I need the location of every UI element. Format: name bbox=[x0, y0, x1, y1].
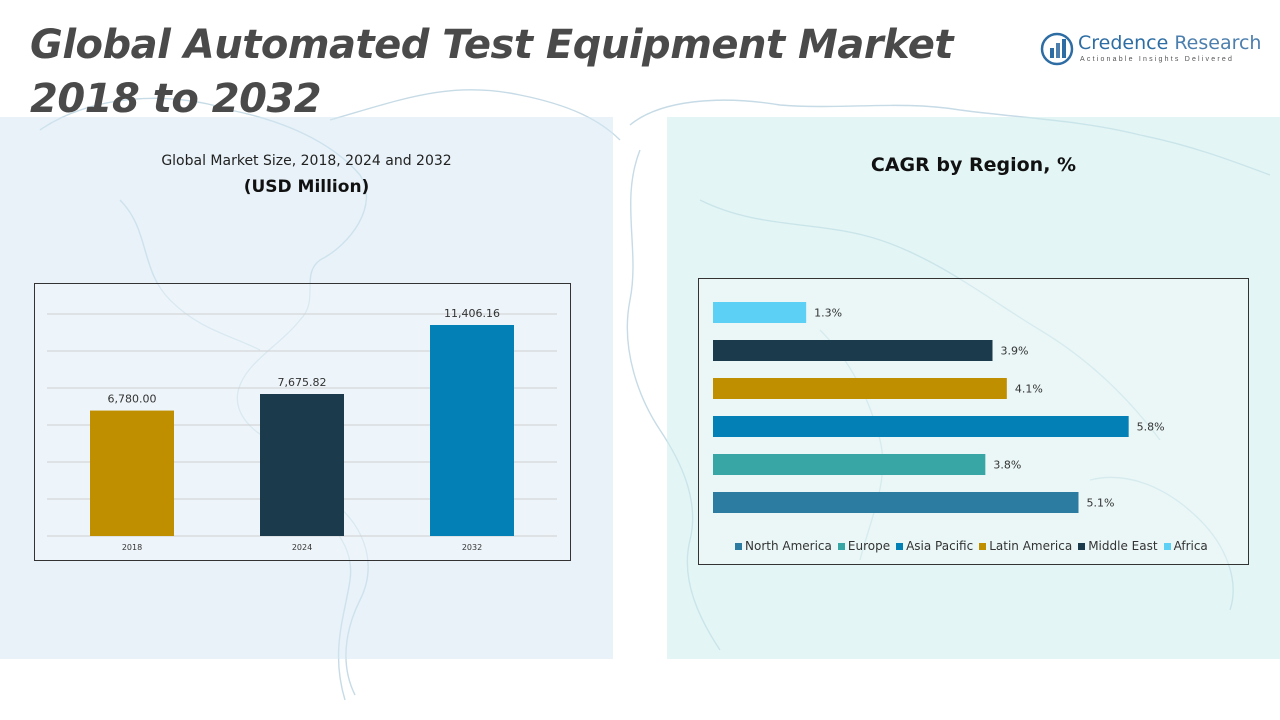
data-label-europe: 3.8% bbox=[993, 459, 1021, 472]
legend-label: Asia Pacific bbox=[906, 539, 974, 553]
legend-swatch bbox=[837, 542, 845, 550]
legend-label: Latin America bbox=[989, 539, 1073, 553]
data-label-2018: 6,780.00 bbox=[108, 393, 157, 406]
data-label-2024: 7,675.82 bbox=[278, 376, 327, 389]
brand-tagline: Actionable Insights Delivered bbox=[1080, 56, 1235, 63]
data-label-latin-america: 4.1% bbox=[1015, 383, 1043, 396]
legend-swatch bbox=[1078, 542, 1086, 550]
market-size-chart-frame: 6,780.00 2018 7,675.82 2024 11,406.16 2032 bbox=[34, 283, 571, 561]
data-label-2032: 11,406.16 bbox=[444, 307, 500, 320]
bar-latin-america bbox=[713, 378, 1007, 399]
x-tick-label: 2024 bbox=[292, 543, 312, 552]
cagr-horizontal-bar-chart: 1.3% 3.9% 4.1% 5.8% 3.8% 5.1% bbox=[713, 302, 1165, 513]
bar-2024 bbox=[260, 393, 344, 536]
legend-item-north-america: North America bbox=[735, 539, 832, 553]
bar-chart-logo-icon bbox=[1040, 32, 1074, 66]
x-tick-label: 2018 bbox=[122, 543, 142, 552]
legend-swatch bbox=[735, 542, 742, 550]
legend-label: North America bbox=[745, 539, 832, 553]
data-label-north-america: 5.1% bbox=[1087, 497, 1115, 510]
x-tick-label: 2032 bbox=[462, 543, 482, 552]
legend-item-europe: Europe bbox=[837, 539, 891, 553]
brand-name-part1: Credence bbox=[1078, 32, 1169, 54]
legend-item-asia-pacific: Asia Pacific bbox=[896, 539, 973, 553]
brand-name-part2: Research bbox=[1168, 32, 1262, 54]
bar-2018 bbox=[90, 410, 174, 536]
legend-swatch bbox=[896, 542, 904, 550]
market-size-bar-chart: 6,780.00 2018 7,675.82 2024 11,406.16 2032 bbox=[47, 307, 557, 552]
data-label-africa: 1.3% bbox=[814, 307, 842, 320]
legend-item-africa: Africa bbox=[1163, 539, 1208, 553]
legend-label: Middle East bbox=[1088, 539, 1158, 553]
legend-swatch bbox=[1163, 542, 1171, 550]
data-label-middle-east: 3.9% bbox=[1001, 345, 1029, 358]
legend-label: Africa bbox=[1173, 539, 1208, 553]
cagr-chart-frame: 1.3% 3.9% 4.1% 5.8% 3.8% 5.1% bbox=[698, 278, 1249, 565]
bar-north-america bbox=[713, 492, 1079, 513]
legend-label: Europe bbox=[847, 539, 891, 553]
page-title: Global Automated Test Equipment Market 2… bbox=[30, 22, 953, 122]
brand-logo[interactable]: Credence Research Actionable Insights De… bbox=[1040, 30, 1261, 70]
market-size-chart-title: Global Market Size, 2018, 2024 and 2032 bbox=[161, 153, 452, 169]
cagr-legend: North America Europe Asia Pacific Latin Ame… bbox=[735, 538, 1214, 554]
bar-africa bbox=[713, 302, 807, 323]
bar-asia-pacific bbox=[713, 416, 1129, 437]
legend-swatch bbox=[979, 542, 987, 550]
brand-name: Credence Research bbox=[1078, 32, 1261, 54]
bar-2032 bbox=[430, 324, 514, 536]
legend-item-middle-east: Middle East bbox=[1078, 539, 1158, 553]
legend-item-latin-america: Latin America bbox=[979, 539, 1072, 553]
market-size-unit-label: (USD Million) bbox=[243, 177, 370, 197]
bar-europe bbox=[713, 454, 986, 475]
data-label-asia-pacific: 5.8% bbox=[1137, 421, 1165, 434]
cagr-chart-title: CAGR by Region, % bbox=[870, 154, 1077, 176]
bar-middle-east bbox=[713, 340, 993, 361]
